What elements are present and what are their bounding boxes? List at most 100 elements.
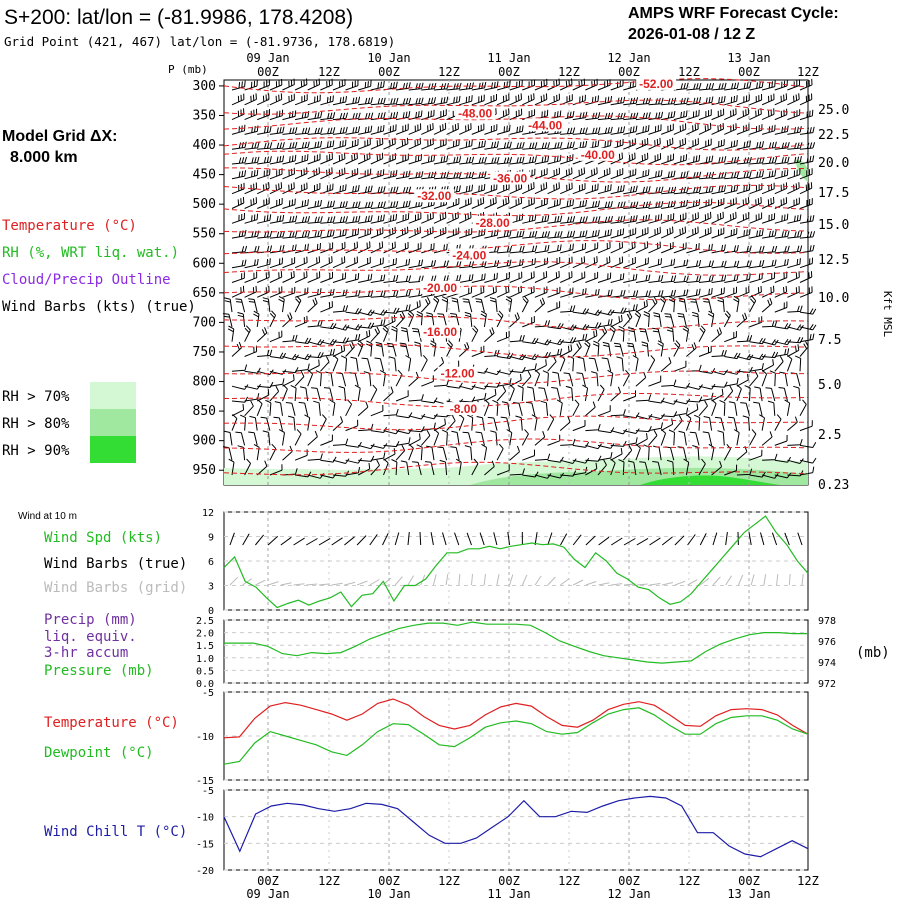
wind-barb [592,340,600,357]
panel-y-tick-label: 0.0 [196,679,214,690]
wind-barb [307,140,323,150]
wind-barb [421,154,436,165]
wind-barb [556,399,563,416]
wind-barb [231,124,246,135]
wind-barb [724,123,737,135]
wind-barb [711,287,725,298]
wind-barb [717,297,725,313]
wind-barb [723,310,731,328]
wind-barb [471,228,486,239]
wind-barb [476,416,485,431]
isotherm-line [223,344,809,358]
wind-barb [610,256,624,269]
wind-barb [559,416,571,431]
wind-barb [358,125,373,135]
wind-barb [560,438,576,446]
wind-barb [648,124,662,135]
surface-wind-barb-grid [585,581,597,586]
isotherm-label-bg [420,325,461,339]
wind-barb [313,400,321,416]
surface-wind-barb [598,536,610,546]
wind-barb [320,140,335,150]
wind-barb [661,123,674,135]
wind-barb [437,446,448,461]
pressure-unit-label: (mb) [856,645,890,661]
wind-barb [597,256,611,269]
wind-barb [534,453,551,461]
wind-barb [610,409,626,417]
wind-barb [698,458,706,476]
wind-barb [572,216,588,224]
bottom-day-label: 10 Jan [367,887,410,900]
isotherm-line [223,461,809,476]
wind-barb [762,156,778,165]
wind-barb [345,96,361,106]
wind-barb [231,182,245,195]
wind-barb [534,257,548,269]
wind-barb [652,327,662,342]
wind-barb [244,93,257,106]
wind-barb [320,322,337,330]
wind-barb [269,443,277,461]
wind-barb [799,286,813,298]
wind-barb [358,80,372,91]
wind-barb [787,214,802,224]
wind-barb [459,156,475,165]
wind-barb [736,384,742,402]
wind-barb [282,367,299,374]
wind-barb [282,257,296,269]
wind-barb [572,441,590,448]
wind-barb [736,108,750,121]
wind-barb [698,96,714,106]
surface-wind-barb-grid [560,578,570,586]
wind-barb [496,124,511,135]
wind-barb [666,326,675,342]
wind-barb [698,198,713,209]
wind-barb [509,108,523,121]
wind-barb [269,271,283,283]
surface-wind-barb-grid [255,579,266,586]
wind-barb [509,182,523,195]
wind-barb [648,241,661,254]
pressure-tick-label: 350 [193,108,216,123]
wind-barb [686,138,699,150]
grid-point-label: Grid Point (421, 467) lat/lon = (-81.973… [4,34,395,49]
wind-barb [538,387,549,402]
wind-barb [774,258,789,269]
wind-barb [299,386,309,402]
wind-barb [358,112,374,121]
surface-wind-barb-grid [636,583,648,586]
wind-barb [560,215,576,224]
wind-barb [383,274,399,283]
wind-barb [257,168,271,180]
wind-barb [307,369,314,387]
wind-barb [433,418,446,432]
wind-barb [471,140,486,150]
wind-barb [282,270,295,283]
wind-barb [749,212,763,224]
wind-barb [622,311,633,328]
wind-barb [542,370,549,387]
wind-barb [237,445,246,461]
wind-barb [761,93,775,106]
wind-barb [678,430,687,446]
wind-barb [332,458,350,464]
wind-barb [244,125,259,135]
wind-barb [320,301,333,313]
panel-y-tick-label: -15 [196,839,214,850]
wind-barb [724,260,740,269]
wind-barb [282,182,295,195]
wind-barb [332,184,347,195]
wind-barb [496,93,510,106]
wind-barb [597,200,613,209]
wind-barb [374,357,384,372]
model-grid-label: Model Grid ΔX: [2,128,118,145]
height-tick-label: 20.0 [818,156,849,171]
wind-barb [547,78,560,91]
wind-barb [244,400,254,417]
wind-barb [256,389,270,402]
wind-barb [332,216,348,224]
wind-barb [451,297,460,313]
wind-barb [648,169,663,180]
wind-barb [433,171,449,180]
